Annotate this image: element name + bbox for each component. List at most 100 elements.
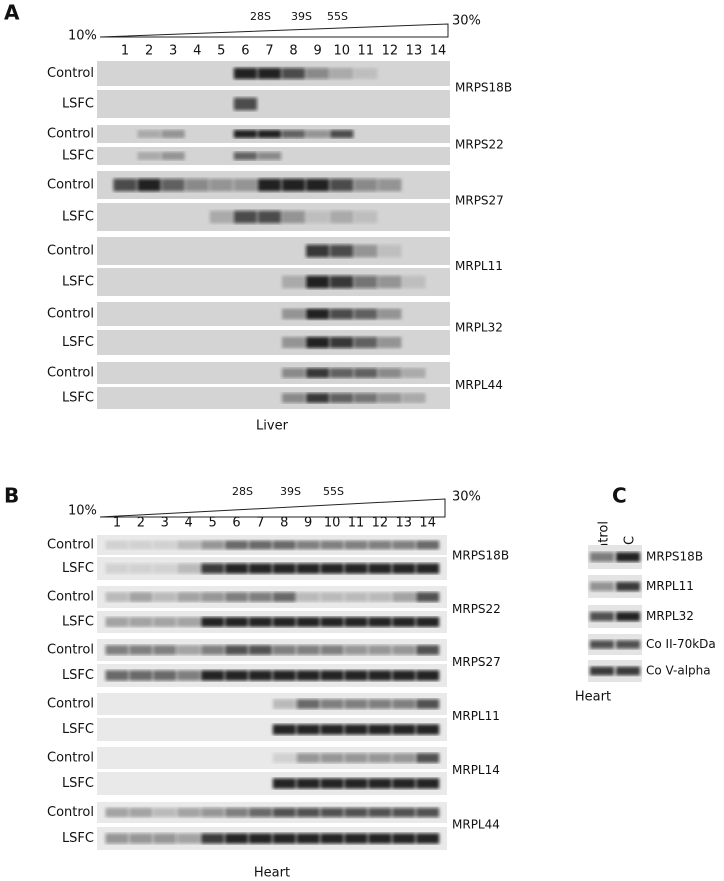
bands bbox=[282, 275, 426, 289]
bands bbox=[105, 540, 440, 550]
fraction-number: 13 bbox=[396, 516, 413, 531]
protein-label: MRPS22 bbox=[452, 602, 501, 616]
bands bbox=[105, 592, 440, 602]
fraction-number: 11 bbox=[358, 44, 375, 59]
gradient-end: 30% bbox=[452, 490, 481, 505]
protein-label: MRPL32 bbox=[646, 609, 694, 623]
band bbox=[272, 833, 296, 844]
band bbox=[616, 552, 640, 562]
band bbox=[296, 753, 320, 763]
band bbox=[161, 129, 185, 139]
band bbox=[368, 753, 392, 763]
band bbox=[344, 753, 368, 763]
band bbox=[177, 833, 201, 844]
fraction-number: 7 bbox=[265, 44, 273, 59]
protein-label: MRPS18B bbox=[452, 549, 509, 563]
band bbox=[209, 210, 233, 224]
band bbox=[616, 640, 640, 649]
band bbox=[272, 645, 296, 655]
band bbox=[233, 151, 257, 161]
band bbox=[392, 617, 416, 627]
band bbox=[590, 611, 614, 622]
band bbox=[201, 670, 225, 681]
band bbox=[113, 178, 137, 192]
band bbox=[296, 563, 320, 574]
band bbox=[161, 151, 185, 161]
gradient-wedge bbox=[99, 23, 449, 38]
band bbox=[177, 617, 201, 627]
band bbox=[416, 753, 440, 763]
band bbox=[378, 336, 402, 349]
band bbox=[344, 778, 368, 789]
band bbox=[368, 807, 392, 818]
band bbox=[248, 617, 272, 627]
band bbox=[272, 778, 296, 789]
band bbox=[416, 592, 440, 602]
band bbox=[233, 67, 257, 80]
panel-letter: C bbox=[612, 484, 627, 508]
band bbox=[416, 617, 440, 627]
band bbox=[201, 807, 225, 818]
band bbox=[201, 540, 225, 550]
bands bbox=[105, 670, 440, 681]
band bbox=[330, 308, 354, 320]
blot bbox=[97, 90, 450, 118]
fraction-number: 7 bbox=[256, 516, 264, 531]
fraction-number: 4 bbox=[193, 44, 201, 59]
fraction-number: 12 bbox=[372, 516, 389, 531]
band bbox=[129, 540, 153, 550]
band bbox=[257, 178, 282, 192]
protein-label: MRPS27 bbox=[452, 655, 501, 669]
condition-label: LSFC bbox=[62, 831, 94, 846]
fraction-number: 3 bbox=[161, 516, 169, 531]
band bbox=[248, 592, 272, 602]
band bbox=[416, 778, 440, 789]
blot bbox=[97, 611, 447, 633]
band bbox=[368, 699, 392, 709]
panel-letter: A bbox=[4, 1, 20, 25]
band bbox=[129, 563, 153, 574]
band bbox=[306, 336, 330, 349]
fraction-number: 10 bbox=[324, 516, 341, 531]
band bbox=[368, 592, 392, 602]
band bbox=[392, 753, 416, 763]
band bbox=[320, 724, 344, 735]
band bbox=[344, 563, 368, 574]
protein-label: MRPS18B bbox=[646, 550, 703, 564]
band bbox=[257, 129, 282, 139]
band bbox=[282, 129, 306, 139]
bands bbox=[590, 611, 640, 622]
band bbox=[177, 670, 201, 681]
band bbox=[225, 563, 248, 574]
fraction-number: 5 bbox=[217, 44, 225, 59]
band bbox=[225, 807, 248, 818]
band bbox=[272, 540, 296, 550]
condition-label: Control bbox=[47, 805, 94, 820]
fraction-number: 8 bbox=[280, 516, 288, 531]
condition-label: LSFC bbox=[62, 561, 94, 576]
band bbox=[392, 592, 416, 602]
band bbox=[153, 833, 177, 844]
gradient-end: 30% bbox=[452, 14, 481, 29]
band bbox=[185, 178, 209, 192]
blot bbox=[97, 664, 447, 687]
band bbox=[129, 670, 153, 681]
protein-label: MRPL11 bbox=[646, 579, 694, 593]
band bbox=[330, 244, 354, 258]
band bbox=[272, 699, 296, 709]
band bbox=[248, 540, 272, 550]
band bbox=[416, 807, 440, 818]
band bbox=[330, 67, 354, 80]
condition-label: LSFC bbox=[62, 149, 94, 164]
band bbox=[257, 210, 282, 224]
blot bbox=[588, 605, 642, 628]
band bbox=[320, 540, 344, 550]
band bbox=[153, 645, 177, 655]
band bbox=[282, 308, 306, 320]
fraction-number: 9 bbox=[313, 44, 321, 59]
band bbox=[105, 833, 129, 844]
band bbox=[282, 275, 306, 289]
band bbox=[306, 275, 330, 289]
bands bbox=[105, 617, 440, 627]
